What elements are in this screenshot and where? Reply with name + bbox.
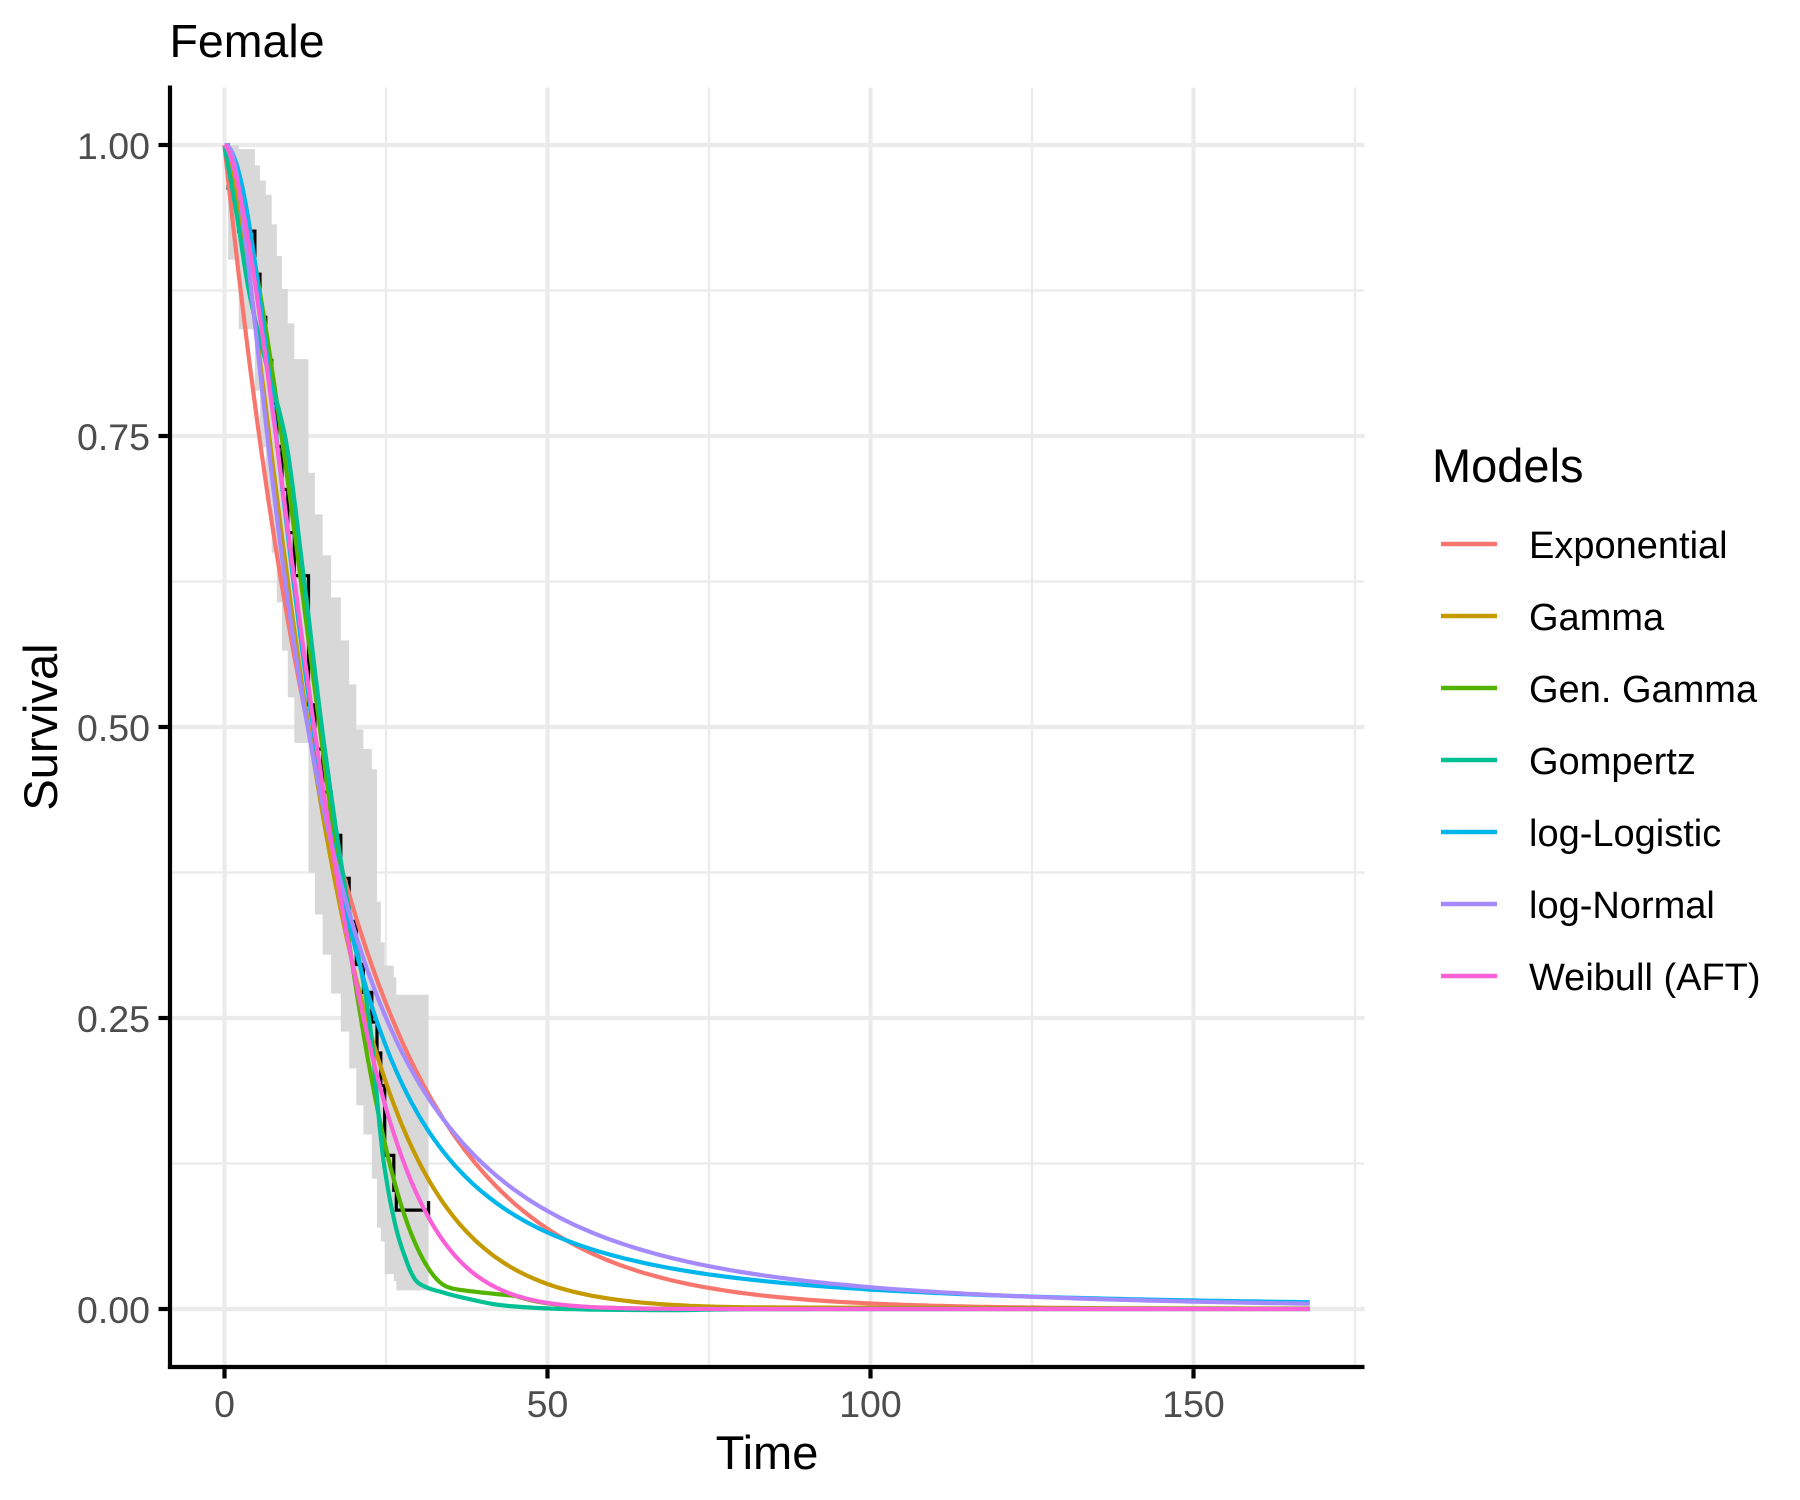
svg-text:Survival: Survival (14, 643, 67, 810)
svg-text:Female: Female (170, 15, 325, 67)
svg-text:50: 50 (527, 1383, 569, 1425)
svg-text:0.50: 0.50 (77, 707, 150, 749)
svg-text:Time: Time (716, 1426, 819, 1479)
svg-text:Gen. Gamma: Gen. Gamma (1529, 669, 1758, 711)
svg-text:log-Logistic: log-Logistic (1529, 813, 1721, 855)
svg-text:Models: Models (1432, 439, 1584, 492)
svg-text:150: 150 (1162, 1383, 1225, 1425)
svg-text:0: 0 (214, 1383, 235, 1425)
svg-text:Weibull (AFT): Weibull (AFT) (1529, 957, 1761, 999)
svg-text:0.75: 0.75 (77, 416, 150, 458)
svg-text:1.00: 1.00 (77, 125, 150, 167)
svg-text:0.25: 0.25 (77, 998, 150, 1040)
svg-text:Gamma: Gamma (1529, 597, 1665, 639)
svg-text:0.00: 0.00 (77, 1289, 150, 1331)
svg-text:100: 100 (839, 1383, 902, 1425)
svg-text:Exponential: Exponential (1529, 525, 1728, 567)
svg-text:log-Normal: log-Normal (1529, 885, 1715, 927)
svg-text:Gompertz: Gompertz (1529, 741, 1696, 783)
